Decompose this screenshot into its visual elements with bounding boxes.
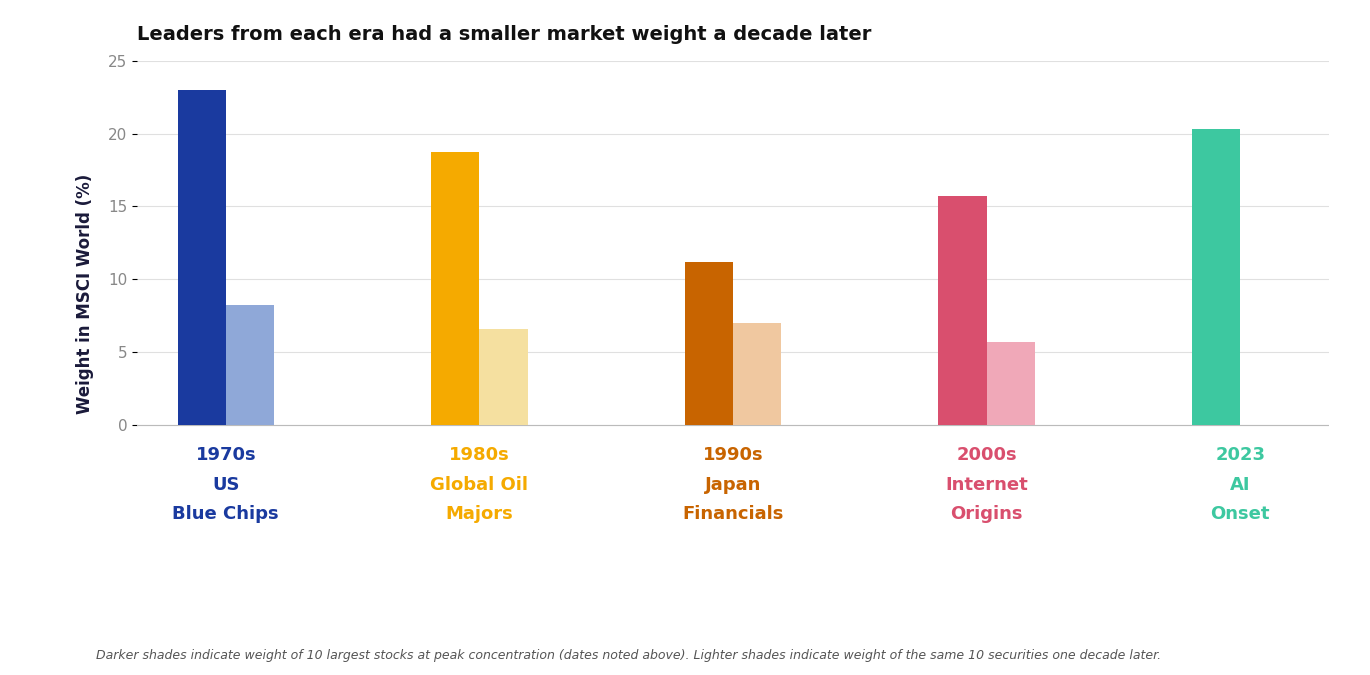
Text: Internet: Internet	[945, 476, 1028, 493]
Bar	[178, 90, 226, 425]
Text: Global Oil: Global Oil	[430, 476, 529, 493]
Text: US: US	[212, 476, 240, 493]
Text: 1990s: 1990s	[703, 446, 763, 464]
Text: Darker shades indicate weight of 10 largest stocks at peak concentration (dates : Darker shades indicate weight of 10 larg…	[96, 649, 1160, 662]
Text: Japan: Japan	[704, 476, 762, 493]
Bar	[733, 323, 781, 425]
Text: 1970s: 1970s	[196, 446, 256, 464]
Text: 2000s: 2000s	[956, 446, 1017, 464]
Text: Blue Chips: Blue Chips	[173, 505, 279, 522]
Bar	[986, 342, 1034, 425]
Bar	[432, 153, 480, 425]
Text: Majors: Majors	[445, 505, 514, 522]
Bar	[938, 196, 986, 425]
Bar	[226, 305, 274, 425]
Text: Origins: Origins	[951, 505, 1023, 522]
Y-axis label: Weight in MSCI World (%): Weight in MSCI World (%)	[77, 173, 95, 414]
Text: Onset: Onset	[1210, 505, 1270, 522]
Bar	[685, 262, 733, 425]
Text: 1980s: 1980s	[449, 446, 510, 464]
Bar	[1192, 129, 1240, 425]
Text: Leaders from each era had a smaller market weight a decade later: Leaders from each era had a smaller mark…	[137, 25, 871, 44]
Text: Financials: Financials	[682, 505, 784, 522]
Text: AI: AI	[1230, 476, 1251, 493]
Bar	[479, 329, 527, 425]
Text: 2023: 2023	[1215, 446, 1265, 464]
